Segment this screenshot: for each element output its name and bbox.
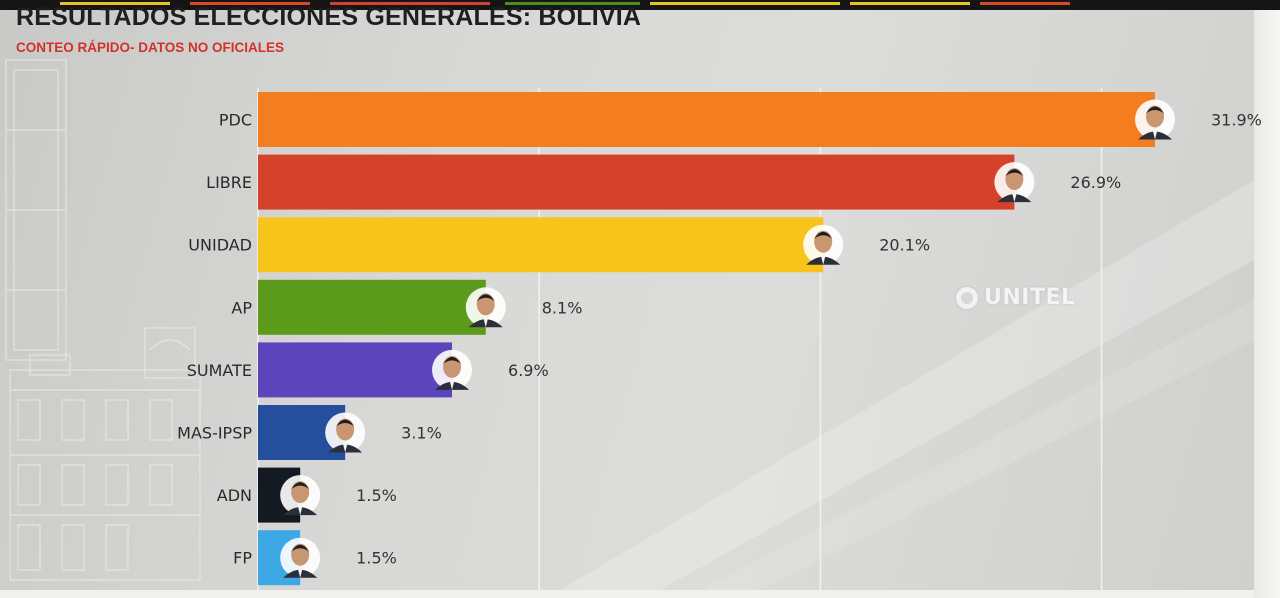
portrait-face (814, 230, 833, 253)
category-label: SUMATE (187, 361, 252, 380)
watermark-text: UNITEL (984, 285, 1076, 310)
portrait-shirt (1011, 190, 1018, 203)
portrait-face (291, 481, 310, 504)
bar-ap (258, 279, 486, 335)
bar-libre (258, 154, 1015, 210)
value-label: 6.9% (508, 361, 549, 380)
bar-unidad (258, 217, 824, 273)
value-label: 26.9% (1070, 173, 1121, 192)
strip-segment (850, 2, 970, 5)
portrait-hair (291, 544, 310, 552)
portrait-face (476, 293, 495, 316)
category-label: MAS-IPSP (177, 424, 252, 443)
portrait-hair (336, 419, 355, 427)
strip-segment (980, 2, 1070, 5)
candidate-portrait-icon (1135, 99, 1175, 140)
candidate-portrait-icon (432, 349, 473, 390)
portrait-hair (476, 294, 495, 302)
portrait-face (1146, 105, 1164, 128)
bar-pdc (258, 92, 1155, 147)
portrait-shirt (297, 565, 304, 578)
value-label: 31.9% (1211, 111, 1262, 130)
portrait-shirt (1152, 127, 1158, 140)
portrait-face (1005, 168, 1024, 191)
strip-segment (60, 2, 170, 5)
portrait-face (291, 543, 310, 566)
portrait-shirt (297, 503, 304, 516)
value-label: 1.5% (356, 549, 397, 568)
chart-subtitle: CONTEO RÁPIDO- DATOS NO OFICIALES (16, 40, 285, 55)
portrait-hair (814, 231, 833, 239)
category-label: UNIDAD (188, 236, 252, 255)
category-label: FP (233, 549, 252, 568)
strip-segment (650, 2, 840, 5)
portrait-hair (443, 356, 462, 364)
category-label: PDC (219, 111, 252, 130)
category-label: LIBRE (206, 173, 252, 192)
tv-bezel-bottom (0, 590, 1254, 598)
portrait-shirt (820, 252, 827, 265)
unitel-logo-ring-icon (956, 286, 978, 309)
value-label: 1.5% (356, 486, 397, 505)
value-label: 20.1% (879, 236, 930, 255)
strip-segment (190, 2, 310, 5)
candidate-portrait-icon (280, 475, 321, 516)
category-label: ADN (217, 486, 252, 505)
strip-segment (330, 2, 490, 5)
tv-bezel-right (1254, 10, 1280, 598)
candidate-portrait-icon (803, 224, 844, 265)
category-label: AP (231, 298, 252, 317)
bar-sumate (258, 342, 453, 398)
portrait-hair (291, 482, 310, 490)
candidate-portrait-icon (465, 287, 506, 328)
portrait-shirt (482, 315, 489, 328)
screen-glare (560, 180, 1254, 590)
portrait-hair (1146, 106, 1164, 114)
portrait-face (336, 418, 355, 441)
candidate-portrait-icon (994, 162, 1035, 203)
portrait-shirt (342, 440, 349, 453)
top-color-strip (0, 0, 1280, 10)
chart-title: RESULTADOS ELECCIONES GENERALES: BOLIVIA (16, 3, 642, 31)
portrait-face (443, 355, 462, 378)
strip-segment (505, 2, 640, 5)
unitel-watermark: UNITEL (956, 285, 1076, 310)
portrait-hair (1005, 169, 1024, 177)
building-background-icon (5, 59, 201, 581)
value-label: 3.1% (401, 424, 442, 443)
candidate-portrait-icon (325, 412, 366, 453)
value-label: 8.1% (542, 298, 583, 317)
portrait-shirt (449, 377, 456, 390)
candidate-portrait-icon (280, 537, 321, 578)
